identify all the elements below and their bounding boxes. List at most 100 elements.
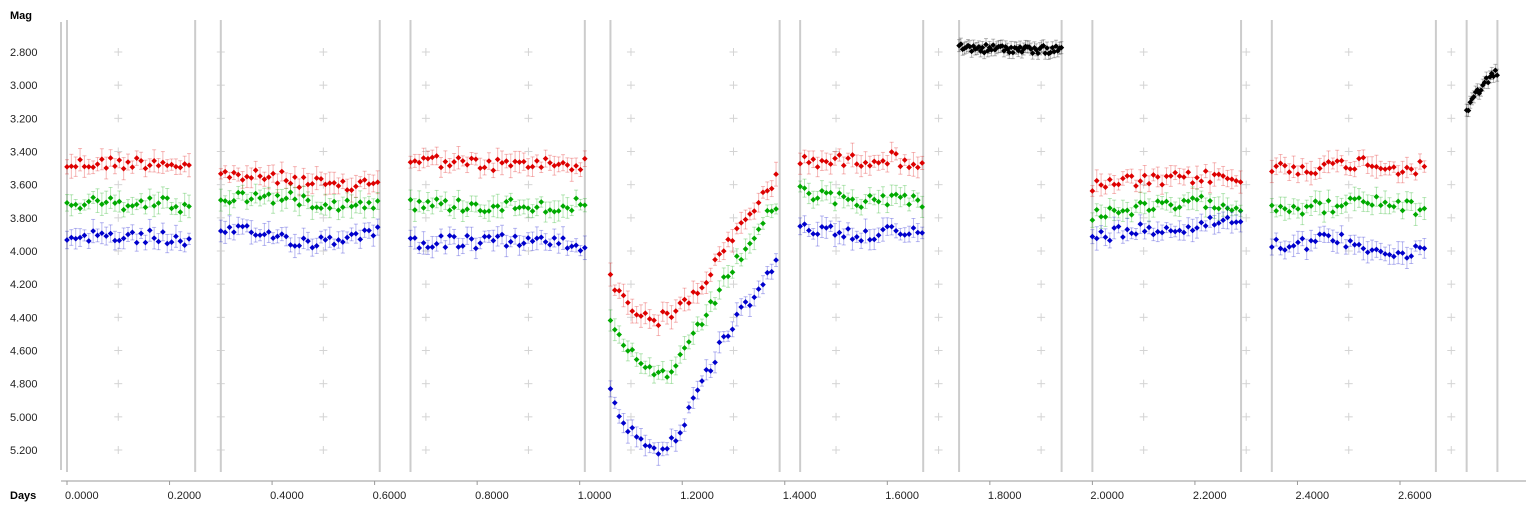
data-point	[516, 159, 523, 165]
data-point	[747, 211, 753, 217]
data-point	[655, 369, 662, 376]
data-point	[734, 253, 740, 260]
data-point	[1040, 42, 1047, 49]
data-point	[914, 164, 921, 171]
data-point	[459, 243, 466, 249]
data-point	[801, 153, 808, 160]
data-point	[1211, 222, 1218, 228]
data-point	[520, 158, 527, 165]
data-point	[1290, 203, 1297, 210]
data-point	[1395, 249, 1402, 256]
data-point	[1330, 209, 1336, 215]
data-point	[725, 236, 731, 243]
data-point	[1211, 171, 1218, 178]
data-point	[1229, 207, 1235, 214]
data-point	[72, 201, 79, 208]
data-point	[893, 227, 899, 234]
data-point	[1176, 204, 1183, 211]
data-point	[1237, 208, 1244, 214]
data-point	[638, 313, 644, 319]
data-point	[901, 192, 908, 199]
data-point	[1215, 220, 1222, 226]
data-point	[446, 207, 453, 214]
data-point	[538, 164, 545, 171]
data-point	[142, 165, 149, 172]
data-point	[300, 235, 307, 242]
data-point	[764, 269, 771, 276]
x-tick-label: 0.8000	[475, 490, 509, 502]
data-point	[420, 155, 427, 161]
data-point	[1029, 50, 1036, 56]
data-point	[620, 292, 627, 299]
data-point	[725, 333, 731, 340]
data-point	[1295, 239, 1301, 246]
data-point	[270, 170, 276, 177]
data-point	[222, 198, 228, 204]
data-point	[901, 157, 908, 163]
data-point	[1382, 199, 1388, 206]
data-point	[455, 197, 462, 203]
data-point	[801, 221, 808, 227]
data-point	[542, 239, 549, 245]
data-point	[1202, 168, 1209, 174]
data-point	[1351, 196, 1358, 202]
data-point	[133, 155, 140, 161]
data-point	[897, 194, 904, 201]
data-point	[845, 155, 851, 162]
data-point	[707, 272, 714, 278]
data-point	[814, 231, 821, 238]
data-point	[542, 155, 549, 162]
data-point	[1277, 203, 1284, 210]
data-point	[910, 161, 917, 168]
data-point	[64, 237, 70, 243]
data-point	[353, 230, 359, 237]
data-point	[547, 159, 553, 166]
x-tick-label: 2.6000	[1398, 490, 1432, 502]
data-point	[906, 231, 912, 237]
data-point	[318, 234, 324, 240]
data-point	[806, 159, 812, 166]
data-point	[142, 239, 149, 246]
data-point	[361, 177, 368, 183]
data-point	[429, 203, 436, 209]
data-point	[490, 237, 497, 244]
data-point	[1316, 231, 1323, 238]
data-point	[677, 430, 684, 436]
data-point	[1102, 184, 1109, 191]
data-point	[607, 317, 614, 324]
data-point	[1194, 225, 1200, 231]
data-point	[672, 308, 679, 314]
data-point	[1360, 198, 1367, 205]
data-point	[168, 161, 175, 168]
data-point	[1137, 199, 1144, 206]
data-point	[1399, 250, 1406, 256]
data-point	[146, 195, 153, 201]
data-point	[481, 233, 488, 240]
data-point	[611, 399, 618, 406]
data-point	[1395, 171, 1402, 178]
data-point	[1299, 235, 1306, 242]
data-point	[1058, 44, 1065, 51]
data-point	[1347, 166, 1354, 172]
data-point	[412, 158, 418, 164]
data-point	[1377, 165, 1384, 172]
data-point	[819, 187, 825, 194]
segment-separators	[66, 20, 1499, 472]
data-point	[231, 197, 237, 204]
data-point	[1189, 180, 1196, 186]
data-point	[486, 158, 492, 164]
data-point	[629, 424, 636, 431]
data-point	[1124, 173, 1131, 179]
data-point	[235, 171, 242, 178]
data-point	[659, 367, 666, 374]
data-point	[720, 248, 727, 254]
data-point	[451, 204, 457, 211]
data-point	[1098, 213, 1104, 220]
data-point	[1286, 244, 1293, 250]
data-point	[155, 162, 162, 169]
data-point	[664, 310, 670, 317]
data-point	[442, 158, 449, 165]
data-point	[983, 41, 989, 48]
data-point	[407, 159, 414, 166]
data-point	[1115, 209, 1122, 216]
